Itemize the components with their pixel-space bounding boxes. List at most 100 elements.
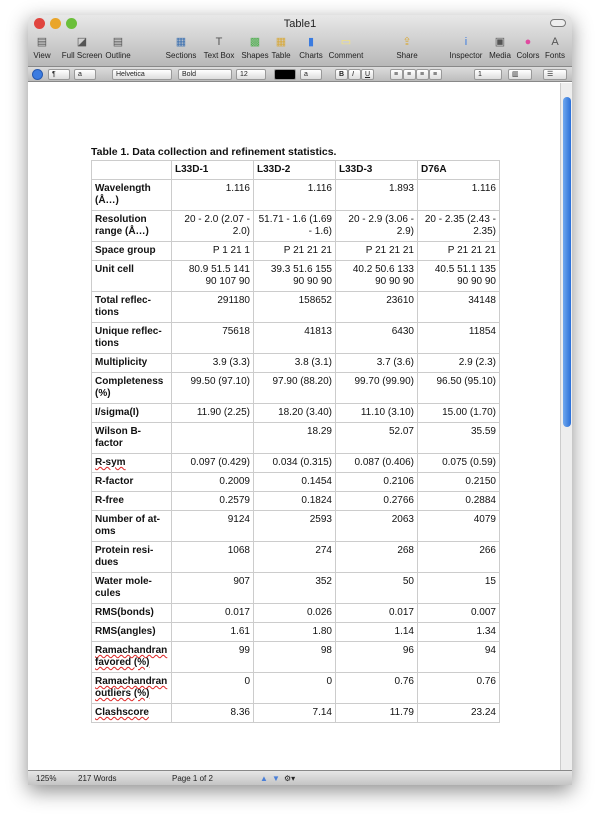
table-cell[interactable]: 52.07 xyxy=(335,422,418,454)
row-label[interactable]: Ramachandran outliers (%) xyxy=(91,672,172,704)
column-header[interactable] xyxy=(91,160,172,180)
toolbar-table-button[interactable]: ▦ Table xyxy=(271,35,290,60)
toolbar-fonts-button[interactable]: A Fonts xyxy=(545,35,565,60)
table-cell[interactable]: 0.007 xyxy=(417,603,500,623)
row-label[interactable]: Space group xyxy=(91,241,172,261)
table-cell[interactable]: 291180 xyxy=(171,291,254,323)
toolbar-inspector-button[interactable]: i Inspector xyxy=(450,35,483,60)
table-cell[interactable]: 0.2106 xyxy=(335,472,418,492)
table-cell[interactable]: P 1 21 1 xyxy=(171,241,254,261)
table-cell[interactable]: 23610 xyxy=(335,291,418,323)
table-cell[interactable]: 94 xyxy=(417,641,500,673)
highlight-color-well[interactable]: a xyxy=(300,69,322,80)
table-cell[interactable]: 0 xyxy=(253,672,336,704)
table-cell[interactable]: 1.116 xyxy=(171,179,254,211)
table-cell[interactable]: 18.20 (3.40) xyxy=(253,403,336,423)
table-cell[interactable]: 99 xyxy=(171,641,254,673)
table-cell[interactable]: 0.76 xyxy=(335,672,418,704)
table-cell[interactable]: 11.79 xyxy=(335,703,418,723)
toolbar-share-button[interactable]: ⇪ Share xyxy=(396,35,417,60)
table-cell[interactable]: 0.097 (0.429) xyxy=(171,453,254,473)
table-cell[interactable]: 9124 xyxy=(171,510,254,542)
table-cell[interactable]: 99.70 (99.90) xyxy=(335,372,418,404)
justify-button[interactable]: ≡ xyxy=(429,69,442,80)
row-label[interactable]: Wavelength (Å…) xyxy=(91,179,172,211)
row-label[interactable]: Unique reflec-tions xyxy=(91,322,172,354)
table-cell[interactable]: 75618 xyxy=(171,322,254,354)
vertical-scrollbar[interactable] xyxy=(560,83,572,770)
table-cell[interactable] xyxy=(171,422,254,454)
row-label[interactable]: RMS(angles) xyxy=(91,622,172,642)
toolbar-full-screen-button[interactable]: ◪ Full Screen xyxy=(62,35,102,60)
row-label[interactable]: Number of at-oms xyxy=(91,510,172,542)
table-cell[interactable]: 20 - 2.9 (3.06 - 2.9) xyxy=(335,210,418,242)
table-cell[interactable]: 98 xyxy=(253,641,336,673)
table-cell[interactable]: 1068 xyxy=(171,541,254,573)
previous-page-button[interactable]: ▲ xyxy=(260,774,268,783)
row-label[interactable]: Resolution range (Å…) xyxy=(91,210,172,242)
table-cell[interactable]: 0.2009 xyxy=(171,472,254,492)
table-cell[interactable]: 0.017 xyxy=(171,603,254,623)
table-cell[interactable]: 7.14 xyxy=(253,703,336,723)
table-cell[interactable]: 11.90 (2.25) xyxy=(171,403,254,423)
table-cell[interactable]: 1.61 xyxy=(171,622,254,642)
row-label[interactable]: R-free xyxy=(91,491,172,511)
table-cell[interactable]: 0.2766 xyxy=(335,491,418,511)
row-label[interactable]: Ramachandran favored (%) xyxy=(91,641,172,673)
table-cell[interactable]: 40.2 50.6 133 90 90 90 xyxy=(335,260,418,292)
row-label[interactable]: Completeness (%) xyxy=(91,372,172,404)
gear-icon[interactable]: ⚙▾ xyxy=(284,774,296,783)
table-cell[interactable]: 0.075 (0.59) xyxy=(417,453,500,473)
paragraph-style-select[interactable]: ¶ xyxy=(48,69,70,80)
table-cell[interactable]: 1.14 xyxy=(335,622,418,642)
table-cell[interactable]: 0 xyxy=(171,672,254,704)
table-cell[interactable]: 1.34 xyxy=(417,622,500,642)
row-label[interactable]: Wilson B-factor xyxy=(91,422,172,454)
styles-drawer-button[interactable] xyxy=(32,69,43,80)
table-cell[interactable]: 0.2579 xyxy=(171,491,254,511)
table-cell[interactable]: 1.893 xyxy=(335,179,418,211)
table-cell[interactable]: 0.1454 xyxy=(253,472,336,492)
table-cell[interactable]: 1.80 xyxy=(253,622,336,642)
align-left-button[interactable]: ≡ xyxy=(390,69,403,80)
toolbar-view-button[interactable]: ▤ View xyxy=(33,35,50,60)
table-cell[interactable]: 6430 xyxy=(335,322,418,354)
column-header[interactable]: D76A xyxy=(417,160,500,180)
table-cell[interactable]: 0.2884 xyxy=(417,491,500,511)
table-cell[interactable]: 352 xyxy=(253,572,336,604)
table-cell[interactable]: 266 xyxy=(417,541,500,573)
toolbar-shapes-button[interactable]: ▩ Shapes xyxy=(241,35,268,60)
table-cell[interactable]: 96 xyxy=(335,641,418,673)
table-cell[interactable]: 39.3 51.6 155 90 90 90 xyxy=(253,260,336,292)
table-cell[interactable]: 0.2150 xyxy=(417,472,500,492)
table-cell[interactable]: 11854 xyxy=(417,322,500,354)
table-cell[interactable]: P 21 21 21 xyxy=(417,241,500,261)
text-color-well[interactable] xyxy=(274,69,296,80)
close-button[interactable] xyxy=(34,18,45,29)
table-cell[interactable]: 274 xyxy=(253,541,336,573)
table-cell[interactable]: 3.9 (3.3) xyxy=(171,353,254,373)
table-cell[interactable]: 2593 xyxy=(253,510,336,542)
table-cell[interactable]: 40.5 51.1 135 90 90 90 xyxy=(417,260,500,292)
table-cell[interactable]: 1.116 xyxy=(253,179,336,211)
table-cell[interactable]: 50 xyxy=(335,572,418,604)
table-cell[interactable]: 0.76 xyxy=(417,672,500,704)
table-cell[interactable]: 97.90 (88.20) xyxy=(253,372,336,404)
table-cell[interactable]: 99.50 (97.10) xyxy=(171,372,254,404)
row-label[interactable]: Protein resi-dues xyxy=(91,541,172,573)
table-cell[interactable]: 11.10 (3.10) xyxy=(335,403,418,423)
column-header[interactable]: L33D-1 xyxy=(171,160,254,180)
row-label[interactable]: Multiplicity xyxy=(91,353,172,373)
table-cell[interactable]: 8.36 xyxy=(171,703,254,723)
font-family-select[interactable]: Helvetica xyxy=(112,69,172,80)
toolbar-toggle-button[interactable] xyxy=(550,19,566,27)
character-style-select[interactable]: a xyxy=(74,69,96,80)
row-label[interactable]: Water mole-cules xyxy=(91,572,172,604)
table-cell[interactable]: 3.8 (3.1) xyxy=(253,353,336,373)
columns-select[interactable]: ▥ xyxy=(508,69,532,80)
table-cell[interactable]: 3.7 (3.6) xyxy=(335,353,418,373)
table-cell[interactable]: 268 xyxy=(335,541,418,573)
list-style-select[interactable]: ☰ xyxy=(543,69,567,80)
toolbar-media-button[interactable]: ▣ Media xyxy=(489,35,511,60)
table-cell[interactable]: P 21 21 21 xyxy=(253,241,336,261)
